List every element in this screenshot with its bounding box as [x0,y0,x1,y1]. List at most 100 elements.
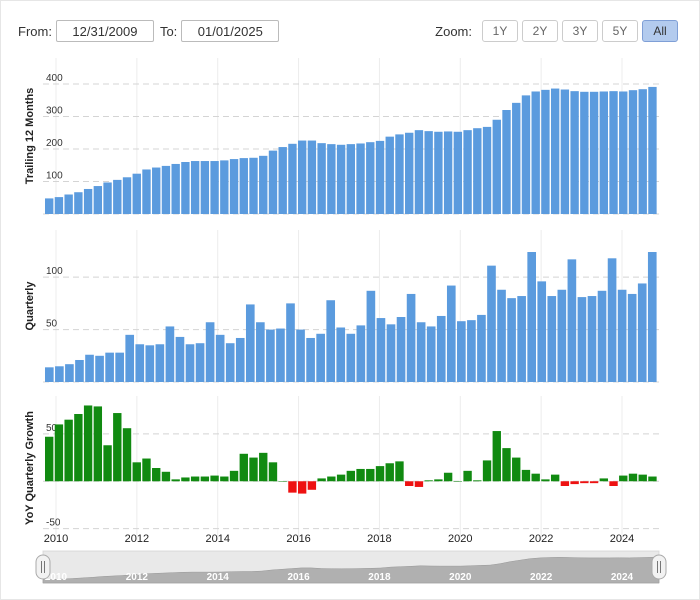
bar [175,336,185,382]
bar [395,461,404,482]
bar [405,132,414,214]
y-tick-label: -50 [46,518,61,529]
navigator-tick-label: 2010 [45,572,68,583]
bar [95,355,104,382]
bar [637,283,647,382]
bar [266,329,275,382]
y-tick-label: 100 [46,266,63,277]
bar [161,165,171,214]
bar [512,457,521,482]
bar [122,177,132,214]
bar [181,477,190,482]
bar [171,479,180,482]
bar [132,173,141,214]
bar [288,143,297,214]
bar [259,452,268,482]
bar [239,453,248,482]
bar [424,480,433,482]
bar [502,110,511,214]
bar [589,91,599,214]
bar [443,131,453,214]
bar [376,318,386,382]
bar [45,436,54,482]
bar [296,329,305,382]
bar [185,344,195,382]
x-tick-label: 2016 [286,533,310,545]
bar [434,479,443,482]
bar [132,462,141,482]
zoom-all-button[interactable]: All [642,20,678,42]
bar [599,91,608,214]
bar [457,321,466,382]
bar [145,345,155,382]
navigator-right-handle[interactable] [651,554,667,580]
bar [85,354,94,382]
to-date-input[interactable] [181,20,280,42]
to-label: To: [159,23,178,39]
bar [589,481,599,484]
bar [93,186,103,214]
bar [453,481,463,482]
bar [205,322,215,382]
navigator-left-handle[interactable] [35,554,51,580]
y-tick-label: 200 [46,138,63,149]
bar [648,86,657,214]
bar [326,300,336,382]
from-date-input[interactable] [55,20,154,42]
zoom-2y-button[interactable]: 2Y [522,20,558,42]
bar [386,324,396,382]
bar [220,160,229,215]
bar [607,258,617,382]
bar [74,414,83,482]
bar [396,317,406,382]
bar [316,333,325,382]
bar [103,445,112,482]
zoom-1y-button[interactable]: 1Y [482,20,518,42]
y-axis-title: Quarterly [24,281,36,331]
zoom-label: Zoom: [435,23,472,39]
bar [557,289,567,382]
bar [268,150,278,215]
bar [239,158,248,214]
bar [181,162,190,214]
bar [434,131,443,214]
bar [366,290,376,382]
bar [507,298,516,382]
navigator-tick-label: 2016 [287,572,310,583]
bar [259,155,268,214]
bar [570,91,579,214]
bar [249,157,258,214]
bar [560,89,570,214]
bar [497,289,506,382]
bar [375,140,385,215]
zoom-3y-button[interactable]: 3Y [562,20,598,42]
navigator-tick-label: 2012 [126,572,149,583]
bar [93,406,103,482]
bar [54,197,64,214]
navigator-selection[interactable] [43,551,659,583]
bar [245,304,255,382]
bar [619,475,628,482]
navigator-tick-label: 2018 [368,572,391,583]
bar [297,481,307,494]
bar [235,337,245,382]
bar [103,182,112,214]
bar [220,476,229,482]
bar [210,475,219,482]
y-axis-title: Trailing 12 Months [24,88,36,185]
bar [286,303,295,382]
bar [165,326,175,382]
bar [405,481,414,486]
bar [414,481,424,487]
bar [161,471,171,482]
bar [268,462,278,482]
bar [142,458,151,482]
bar [492,431,501,482]
zoom-5y-button[interactable]: 5Y [602,20,638,42]
bar [190,476,200,482]
bar [346,333,356,382]
bar [336,144,346,214]
bar [171,163,180,214]
bar [619,91,628,214]
bar [113,179,122,215]
